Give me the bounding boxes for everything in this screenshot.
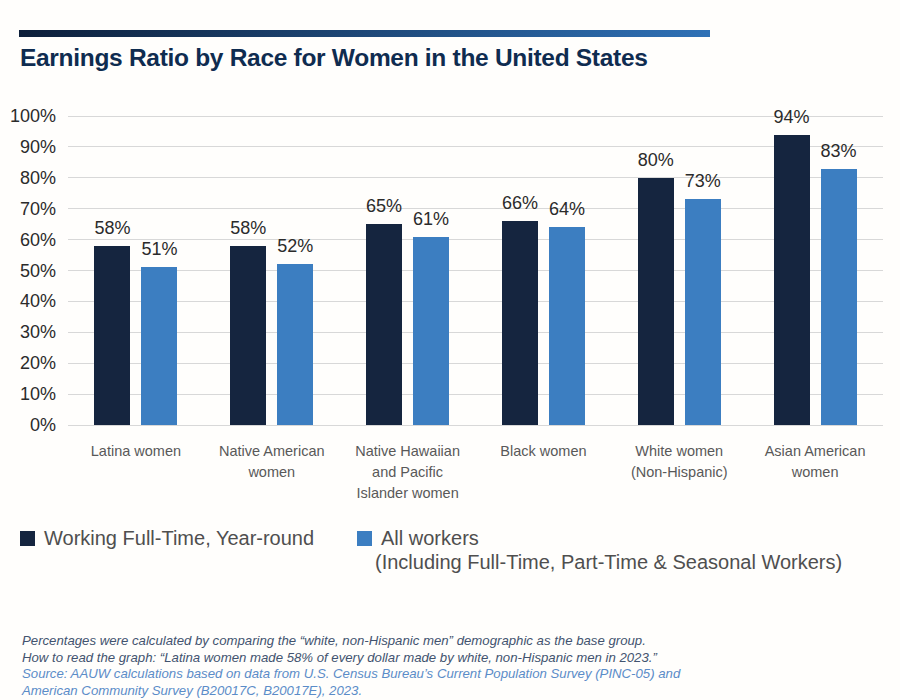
page-title: Earnings Ratio by Race for Women in the … — [20, 44, 760, 72]
x-category-label-line: Native American — [197, 441, 347, 462]
bar-full-time — [638, 178, 674, 425]
x-category-label: Native Hawaiianand PacificIslander women — [333, 441, 483, 504]
chart-page: Earnings Ratio by Race for Women in the … — [0, 0, 900, 700]
bar-value-label: 64% — [535, 199, 599, 220]
x-category-label-line: Asian American — [740, 441, 890, 462]
y-tick-label: 10% — [0, 384, 56, 404]
bar-all-workers — [685, 199, 721, 425]
y-tick-label: 90% — [0, 137, 56, 157]
legend-label-full-time: Working Full-Time, Year-round — [44, 527, 314, 549]
gridline — [68, 177, 883, 178]
gridline — [68, 270, 883, 271]
x-category-label-line: women — [740, 462, 890, 483]
gridline — [68, 146, 883, 147]
x-category-label-line: (Non-Hispanic) — [604, 462, 754, 483]
x-category-label-line: Native Hawaiian — [333, 441, 483, 462]
y-tick-label: 80% — [0, 168, 56, 188]
gridline — [68, 363, 883, 364]
legend-swatch-blue — [357, 531, 372, 546]
y-tick-label: 70% — [0, 199, 56, 219]
gridline — [68, 332, 883, 333]
bar-all-workers — [141, 267, 177, 425]
bar-value-label: 58% — [80, 218, 144, 239]
x-category-label: Native Americanwomen — [197, 441, 347, 483]
y-tick-label: 0% — [0, 415, 56, 435]
bar-full-time — [94, 246, 130, 425]
legend-swatch-navy — [20, 531, 35, 546]
y-tick-label: 30% — [0, 322, 56, 342]
bar-all-workers — [277, 264, 313, 425]
y-tick-label: 60% — [0, 230, 56, 250]
plot-area: 58%51%58%52%65%61%66%64%80%73%94%83% — [68, 116, 883, 425]
gridline — [68, 301, 883, 302]
gridline — [68, 208, 883, 209]
source-line: American Community Survey (B20017C, B200… — [22, 683, 888, 700]
x-category-label-line: White women — [604, 441, 754, 462]
legend-label-all-workers: All workers — [381, 527, 479, 549]
footnote: Percentages were calculated by comparing… — [22, 633, 888, 699]
x-category-label-line: Black women — [468, 441, 618, 462]
footnote-line: Percentages were calculated by comparing… — [22, 633, 888, 650]
bar-value-label: 83% — [807, 141, 871, 162]
y-tick-label: 100% — [0, 106, 56, 126]
bar-value-label: 52% — [263, 236, 327, 257]
accent-bar — [19, 30, 710, 37]
bar-all-workers — [821, 169, 857, 425]
x-category-label: Black women — [468, 441, 618, 462]
x-category-label-line: and Pacific — [333, 462, 483, 483]
y-tick-label: 20% — [0, 353, 56, 373]
footnote-line: How to read the graph: “Latina women mad… — [22, 650, 888, 667]
legend-item-full-time: Working Full-Time, Year-round — [20, 527, 314, 551]
gridline — [68, 425, 883, 426]
bar-value-label: 61% — [399, 209, 463, 230]
x-category-label-line: women — [197, 462, 347, 483]
bar-value-label: 51% — [127, 239, 191, 260]
x-category-label: Latina women — [61, 441, 211, 462]
x-category-label-line: Latina women — [61, 441, 211, 462]
bar-value-label: 94% — [760, 107, 824, 128]
bar-full-time — [230, 246, 266, 425]
bar-full-time — [366, 224, 402, 425]
y-tick-label: 50% — [0, 261, 56, 281]
bar-value-label: 73% — [671, 171, 735, 192]
source-line: Source: AAUW calculations based on data … — [22, 666, 888, 683]
y-tick-label: 40% — [0, 291, 56, 311]
x-category-label: Asian Americanwomen — [740, 441, 890, 483]
legend-sublabel-all-workers: (Including Full-Time, Part-Time & Season… — [375, 551, 900, 574]
bar-value-label: 80% — [624, 150, 688, 171]
bar-full-time — [502, 221, 538, 425]
legend-item-all-workers: All workers — [357, 527, 479, 551]
x-category-label-line: Islander women — [333, 483, 483, 504]
x-category-label: White women(Non-Hispanic) — [604, 441, 754, 483]
bar-all-workers — [413, 237, 449, 425]
bar-all-workers — [549, 227, 585, 425]
bar-full-time — [774, 135, 810, 425]
gridline — [68, 394, 883, 395]
